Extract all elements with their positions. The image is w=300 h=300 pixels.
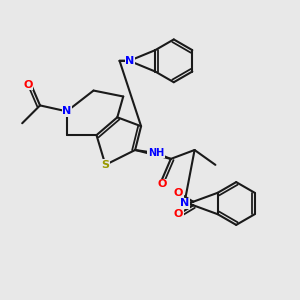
Text: O: O (23, 80, 33, 90)
Text: O: O (157, 179, 167, 189)
Text: O: O (174, 209, 183, 219)
Text: N: N (180, 199, 189, 208)
Text: N: N (125, 56, 135, 66)
Text: N: N (62, 106, 71, 116)
Text: NH: NH (148, 148, 164, 158)
Text: O: O (174, 188, 183, 198)
Text: S: S (101, 160, 110, 170)
Text: S: S (126, 56, 134, 65)
